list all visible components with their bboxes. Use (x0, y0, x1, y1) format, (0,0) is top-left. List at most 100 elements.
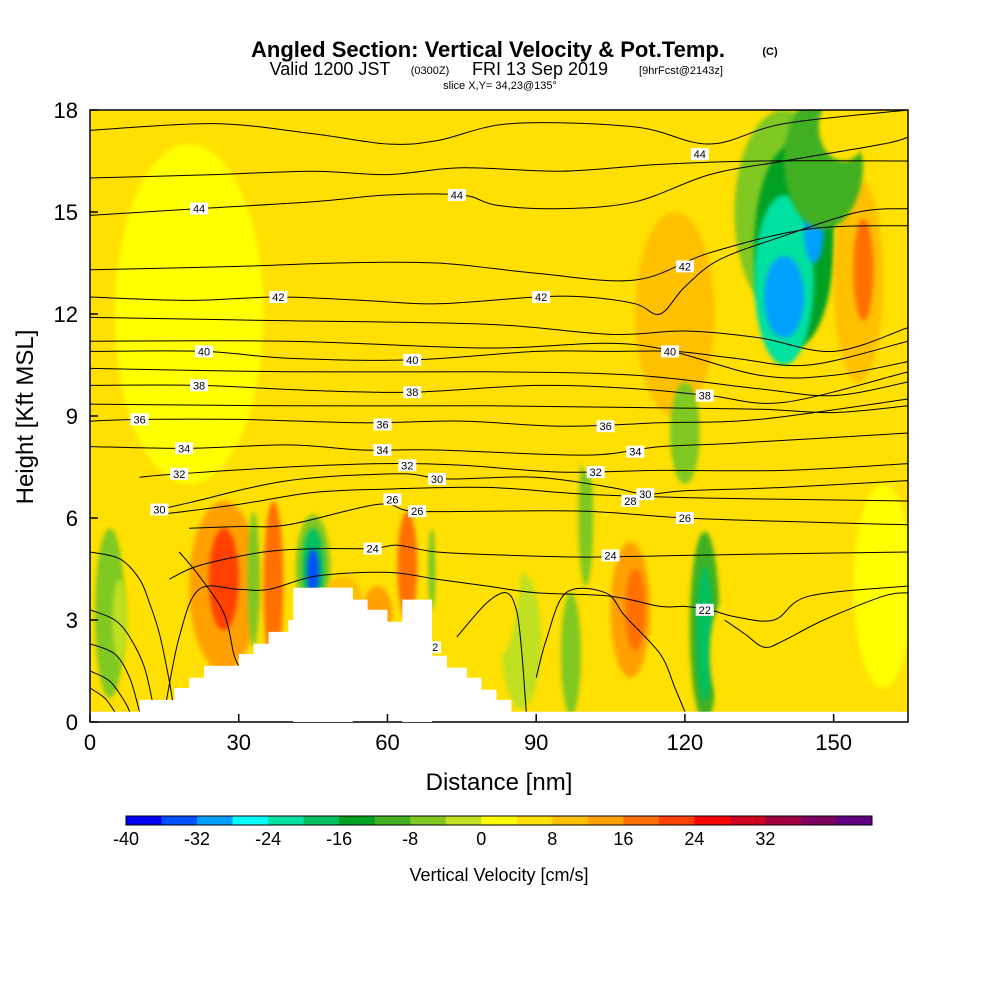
isentrope-label-text: 36 (376, 420, 388, 432)
colorbar-tick-label: 24 (684, 829, 704, 849)
isentrope-label-text: 26 (679, 513, 691, 525)
colorbar-swatch (374, 816, 411, 825)
isentrope-line (90, 432, 908, 456)
velocity-cell (853, 484, 908, 688)
velocity-cell (144, 484, 175, 688)
isentrope-line (139, 463, 908, 478)
y-tick-label: 9 (66, 404, 78, 429)
isentrope-label-text: 26 (386, 494, 398, 506)
colorbar-title: Vertical Velocity [cm/s] (409, 865, 588, 885)
isentrope-label: 40 (195, 345, 214, 358)
isentrope-label-text: 38 (406, 387, 418, 399)
isentrope-label-text: 42 (679, 261, 691, 273)
isentrope-label-text: 32 (401, 460, 413, 472)
valid-date: FRI 13 Sep 2019 (472, 59, 608, 79)
colorbar-tick-label: -16 (326, 829, 352, 849)
isentrope-label: 24 (601, 549, 620, 562)
isentrope-label: 38 (695, 389, 714, 403)
terrain-peak (293, 587, 353, 722)
x-tick-label: 60 (375, 730, 399, 755)
velocity-cell (560, 592, 581, 716)
valid-time: Valid 1200 JST (270, 59, 391, 79)
isentrope-label-text: 32 (173, 469, 185, 481)
slice-info: slice X,Y= 34,23@135° (443, 80, 557, 92)
isentrope-line (90, 670, 131, 713)
isentrope-label-text: 44 (694, 149, 706, 161)
isentrope-label: 42 (532, 291, 551, 304)
x-tick-label: 90 (524, 730, 548, 755)
isentrope-label: 44 (190, 202, 209, 216)
terrain-peak (402, 599, 433, 722)
velocity-cell (853, 218, 874, 321)
isentrope-line (90, 551, 175, 712)
isentrope-label: 24 (363, 542, 382, 556)
isentrope-line (90, 340, 908, 367)
isentrope-label-text: 32 (590, 467, 602, 479)
isentrope-label: 40 (661, 345, 680, 358)
x-tick-label: 0 (84, 730, 96, 755)
isentrope-label-text: 44 (193, 204, 205, 216)
isentrope-label: 28 (621, 495, 640, 508)
colorbar-tick-label: -24 (255, 829, 281, 849)
colorbar-swatch (658, 816, 695, 825)
y-tick-label: 18 (54, 98, 78, 123)
velocity-cell (247, 511, 260, 648)
isentrope-line (163, 571, 908, 712)
isentrope-label-text: 36 (599, 421, 611, 433)
isentrope-label: 30 (428, 472, 447, 486)
isentrope-label-text: 42 (272, 292, 284, 304)
colorbar-labels: -40 -32 -24 -16 -8 0 8 16 24 32 (113, 829, 775, 849)
plot-area: 2222242426262628303030323232343434363636… (89, 109, 909, 723)
isentrope-label-text: 42 (535, 292, 547, 304)
isentrope-label-text: 38 (699, 391, 711, 403)
velocity-cell (263, 501, 284, 671)
velocity-cell (635, 212, 715, 416)
isentrope-line (90, 316, 908, 352)
isentrope-label-text: 40 (198, 346, 210, 358)
contour-labels: 2222242426262628303030323232343434363636… (130, 148, 714, 654)
isentrope-line (90, 367, 908, 397)
isentrope-line (90, 340, 908, 379)
isentrope-label: 32 (398, 459, 417, 472)
y-axis-label: Height [Kft MSL] (12, 330, 39, 505)
isentrope-line (90, 160, 908, 179)
velocity-cell (625, 569, 646, 651)
isentrope-line (90, 110, 908, 145)
isentrope-line (90, 609, 155, 712)
colorbar-swatch (729, 816, 766, 825)
isentrope-label: 36 (373, 418, 392, 432)
isentrope-label-text: 30 (639, 489, 651, 501)
isentrope-line (724, 592, 908, 648)
chart-title-unit: (C) (762, 46, 778, 58)
colorbar-swatch (445, 816, 482, 825)
isentrope-label: 44 (690, 148, 709, 161)
colorbar-swatch (587, 816, 624, 825)
isentrope-label: 40 (403, 353, 422, 367)
isentrope-line (159, 486, 908, 516)
colorbar-swatch (410, 816, 447, 825)
x-tick-label: 30 (226, 730, 250, 755)
velocity-cell (112, 579, 128, 661)
velocity-cell (428, 528, 437, 610)
colorbar-swatch (481, 816, 518, 825)
x-axis: 0 30 60 90 120 150 (84, 714, 852, 755)
colorbar-swatch (197, 816, 234, 825)
velocity-cell (670, 382, 700, 484)
y-tick-label: 0 (66, 710, 78, 735)
velocity-cell (696, 565, 713, 702)
colorbar-swatch (800, 816, 837, 825)
isentrope-label-text: 22 (699, 605, 711, 617)
isentrope-label: 22 (695, 603, 714, 617)
isentrope-label: 42 (675, 260, 694, 273)
velocity-cell (208, 528, 239, 631)
colorbar-swatch (516, 816, 553, 825)
isentrope-label-text: 34 (376, 445, 388, 457)
x-tick-label: 150 (815, 730, 852, 755)
colorbar-swatch (232, 816, 269, 825)
y-tick-label: 3 (66, 608, 78, 633)
isentrope-label: 30 (150, 503, 169, 517)
velocity-cell (818, 110, 869, 161)
isentrope-label: 34 (373, 444, 392, 457)
isentrope-label: 44 (447, 189, 466, 202)
isentrope-line (456, 592, 527, 712)
